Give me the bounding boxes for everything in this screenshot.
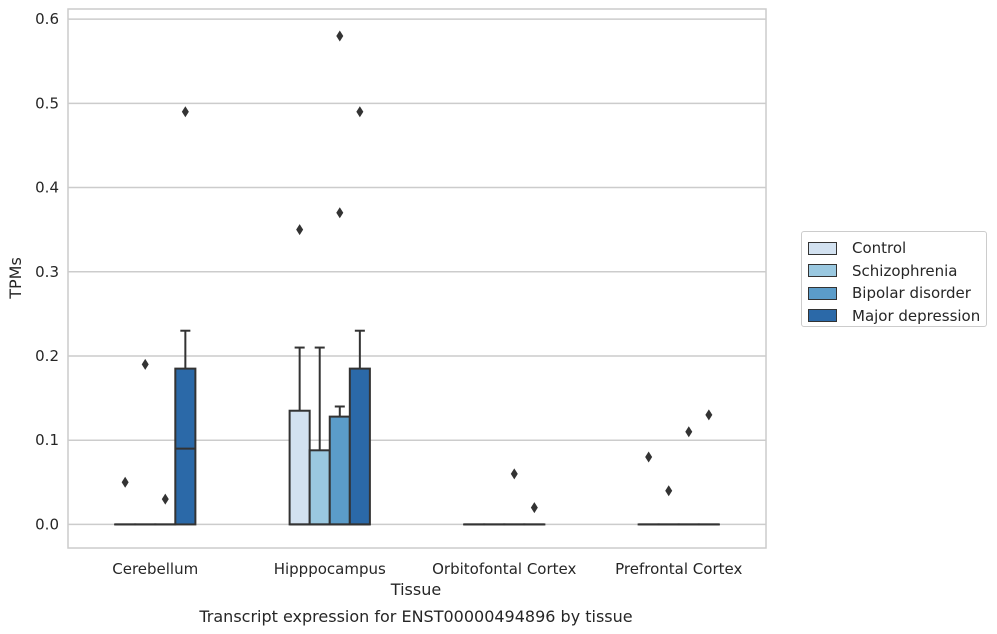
outlier-point xyxy=(296,224,304,236)
x-tick-label: Orbitofontal Cortex xyxy=(432,560,576,578)
x-axis-title: Tissue xyxy=(390,580,441,599)
box xyxy=(328,415,351,526)
legend-label-schizophrenia: Schizophrenia xyxy=(852,261,958,280)
legend-item-bipolar-disorder: Bipolar disorder xyxy=(808,282,986,305)
plot-area xyxy=(67,8,767,549)
legend-label-bipolar-disorder: Bipolar disorder xyxy=(852,284,971,303)
box xyxy=(308,449,331,526)
outlier-point xyxy=(336,207,344,219)
box xyxy=(288,409,311,526)
outlier-point xyxy=(510,468,518,480)
legend-item-schizophrenia: Schizophrenia xyxy=(808,260,986,283)
box xyxy=(348,367,371,526)
legend-item-major-depression: Major depression xyxy=(808,305,986,328)
x-tick-labels: Cerebellum Hipppocampus Orbitofontal Corte… xyxy=(112,560,742,578)
outlier-point xyxy=(356,106,364,118)
legend-swatch-schizophrenia xyxy=(808,264,837,278)
y-tick-label: 0.1 xyxy=(35,431,59,449)
y-tick-label: 0.3 xyxy=(35,263,59,281)
outlier-point xyxy=(181,106,189,118)
y-tick-label: 0.6 xyxy=(35,10,59,28)
x-tick-label: Prefrontal Cortex xyxy=(615,560,742,578)
y-tick-label: 0.2 xyxy=(35,347,59,365)
x-tick-label: Cerebellum xyxy=(112,560,198,578)
outlier-point xyxy=(645,451,653,463)
legend-swatch-bipolar-disorder xyxy=(808,286,837,300)
y-axis-title: TPMs xyxy=(6,257,25,300)
legend-swatch-major-depression xyxy=(808,309,837,323)
outlier-point xyxy=(161,493,169,505)
y-tick-label: 0.5 xyxy=(35,94,59,112)
outlier-points xyxy=(121,30,713,514)
outlier-point xyxy=(530,502,538,514)
legend-label-control: Control xyxy=(852,239,907,258)
x-tick-label: Hipppocampus xyxy=(274,560,386,578)
legend-item-control: Control xyxy=(808,237,986,260)
y-tick-label: 0.4 xyxy=(35,179,59,197)
legend-label-major-depression: Major depression xyxy=(852,306,981,325)
outlier-point xyxy=(141,358,149,370)
outlier-point xyxy=(121,476,129,488)
outlier-point xyxy=(685,426,693,438)
box xyxy=(174,367,197,526)
y-tick-label: 0.0 xyxy=(35,515,59,533)
chart-caption: Transcript expression for ENST0000049489… xyxy=(198,607,632,626)
legend-swatch-control xyxy=(808,241,837,255)
legend: Control Schizophrenia Bipolar disorder M… xyxy=(801,231,987,327)
outlier-point xyxy=(665,485,673,497)
box-series xyxy=(114,329,720,526)
outlier-point xyxy=(705,409,713,421)
outlier-point xyxy=(336,30,344,42)
y-tick-labels: 0.0 0.1 0.2 0.3 0.4 0.5 0.6 xyxy=(35,10,59,533)
